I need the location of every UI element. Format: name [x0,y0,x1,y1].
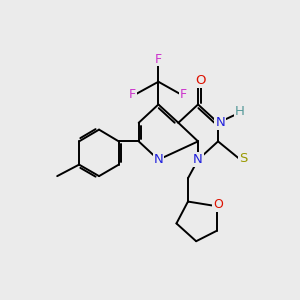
Text: S: S [239,152,248,165]
Text: H: H [235,105,245,118]
Text: F: F [155,52,162,65]
Text: O: O [195,74,206,87]
Text: N: N [215,116,225,129]
Text: N: N [154,153,163,166]
Text: O: O [213,198,223,211]
Text: F: F [179,88,187,100]
Text: N: N [193,153,203,166]
Text: F: F [129,88,136,100]
